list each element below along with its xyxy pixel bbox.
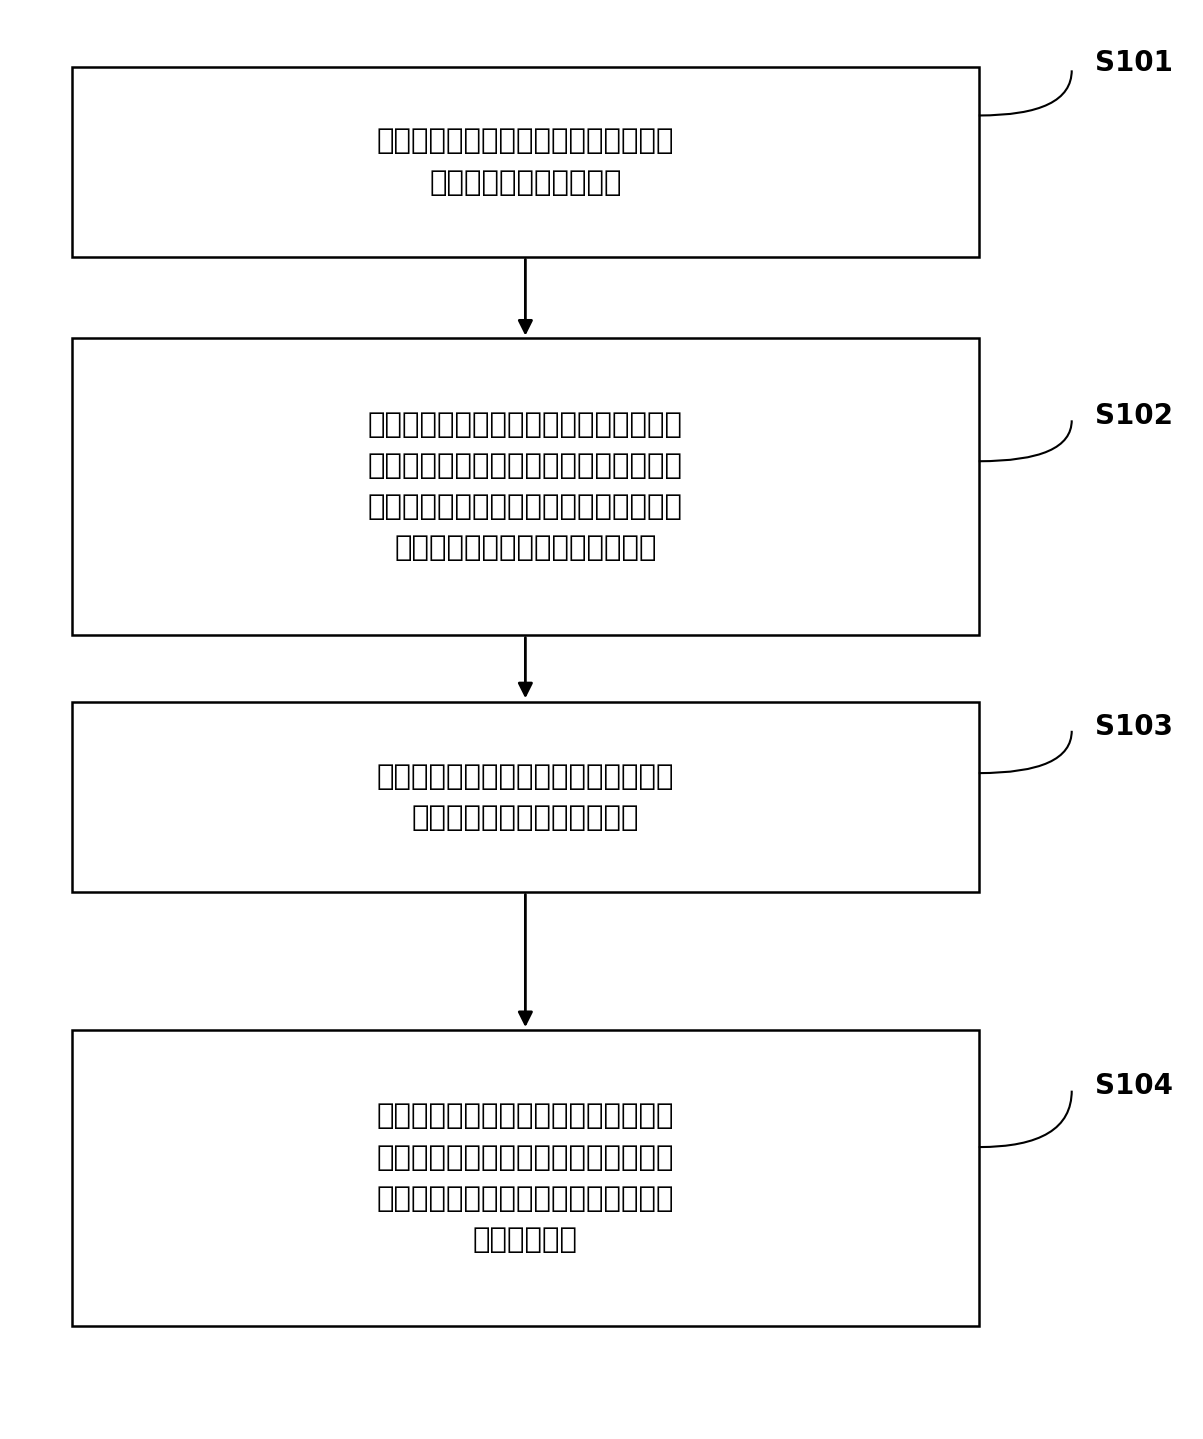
Bar: [72, 1030, 979, 1327]
Text: S103: S103: [1095, 712, 1173, 741]
Text: S104: S104: [1095, 1072, 1173, 1101]
Text: 根据所述线性方程组和预设迭代初値迭
代计算所述标签的三维定位値和迭代误
差値，所述预设迭代初始値为所述标签
的初始坐标値: 根据所述线性方程组和预设迭代初値迭 代计算所述标签的三维定位値和迭代误 差値，所…: [377, 1102, 674, 1253]
Bar: [72, 338, 979, 635]
Text: 对所生成的多个所述三维坐标数学模型
进行非线性方程组的线性转化: 对所生成的多个所述三维坐标数学模型 进行非线性方程组的线性转化: [377, 763, 674, 832]
Bar: [72, 66, 979, 258]
Bar: [72, 702, 979, 892]
Text: 获取所述标签与至少三个基站中的每个
基站之间的一组距离数据: 获取所述标签与至少三个基站中的每个 基站之间的一组距离数据: [377, 128, 674, 197]
Text: 根据每个所述基站的三维坐标数据和对应
的预处理后的一组距离数据建立对应的三
维坐标数学模型，以根据所述基站的个数
生成相应数量的三维坐标数学模型: 根据每个所述基站的三维坐标数据和对应 的预处理后的一组距离数据建立对应的三 维坐…: [368, 412, 683, 563]
Text: S102: S102: [1095, 401, 1173, 430]
Text: S101: S101: [1095, 49, 1173, 78]
